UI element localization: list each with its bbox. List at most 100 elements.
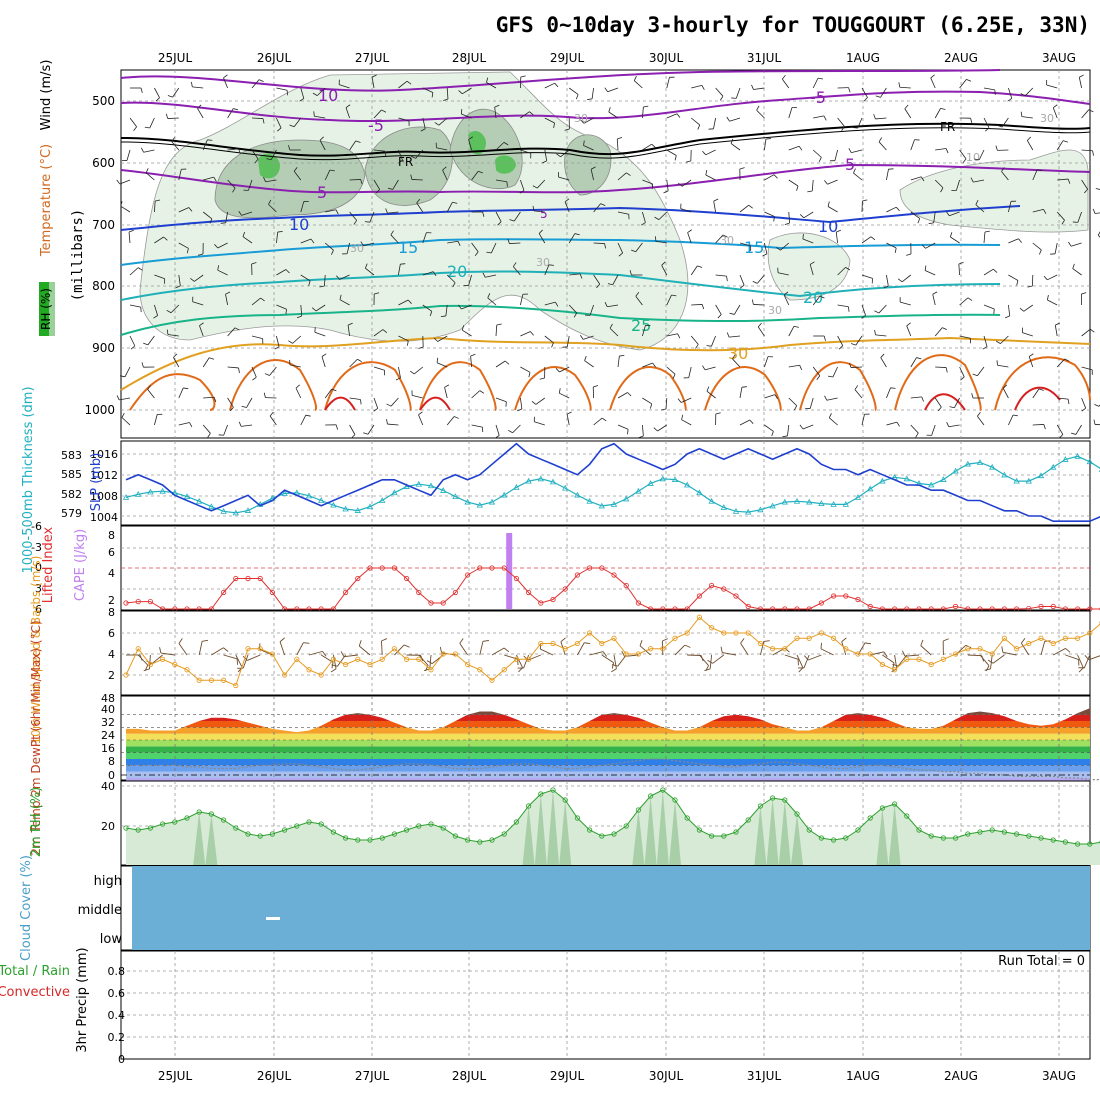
upper-wind-barb-flag	[542, 160, 547, 164]
wind-marker	[904, 656, 910, 662]
wind-marker	[965, 646, 971, 652]
date-label-top: 3AUG	[1042, 51, 1076, 65]
upper-wind-barb	[217, 242, 228, 249]
upper-wind-barb	[446, 87, 449, 100]
upper-wind-barb	[935, 148, 947, 151]
wind-marker	[733, 630, 739, 636]
upper-wind-barb	[983, 304, 995, 310]
upper-wind-barb	[538, 233, 546, 244]
li-marker	[708, 582, 715, 589]
upper-wind-barb-flag	[528, 372, 531, 378]
upper-wind-barb-flag	[429, 311, 433, 317]
upper-wind-barb-flag	[874, 329, 876, 335]
rh-marker	[123, 825, 129, 831]
dewpoint-line	[126, 758, 1100, 781]
upper-wind-barb-flag	[209, 357, 215, 360]
upper-wind-barb-flag	[171, 137, 175, 142]
isotherm-30	[120, 336, 1091, 391]
upper-wind-barb	[616, 138, 619, 151]
wind-marker	[1026, 640, 1032, 647]
upper-wind-barb	[1056, 211, 1065, 221]
thickness-marker	[830, 501, 837, 507]
wind-marker	[184, 667, 190, 673]
upper-wind-barb-flag	[1020, 111, 1023, 117]
upper-wind-barb-flag	[532, 185, 538, 189]
upper-wind-barb	[739, 387, 743, 399]
upper-wind-barb-flag	[701, 304, 705, 310]
left-tick-label: 579	[61, 507, 82, 520]
upper-wind-barb	[149, 117, 155, 129]
upper-wind-barb	[878, 304, 887, 314]
rh-marker	[904, 813, 910, 819]
li-marker	[428, 600, 434, 606]
upper-wind-barb	[251, 366, 257, 378]
upper-wind-barb	[665, 397, 668, 410]
upper-wind-barb	[398, 299, 409, 306]
upper-wind-barb-flag	[364, 263, 368, 269]
wind-barb	[137, 654, 149, 666]
wind-barb	[613, 654, 617, 669]
rh-marker	[1013, 831, 1020, 837]
upper-wind-barb	[121, 417, 131, 426]
upper-wind-barb	[194, 274, 204, 282]
upper-wind-barb	[1095, 212, 1100, 214]
upper-wind-barb-flag	[457, 241, 461, 246]
upper-wind-barb	[983, 117, 990, 128]
upper-wind-barb	[666, 333, 678, 337]
upper-wind-barb-flag	[863, 97, 868, 102]
upper-wind-barb-flag	[319, 136, 324, 141]
upper-wind-barb	[906, 325, 912, 337]
upper-wind-barb-flag	[357, 358, 362, 363]
upper-wind-barb-flag	[997, 124, 1003, 128]
upper-wind-barb	[512, 424, 521, 434]
isotherm-35	[704, 366, 782, 411]
upper-wind-barb	[733, 304, 741, 315]
upper-wind-barb	[954, 397, 960, 408]
upper-wind-barb	[495, 179, 507, 183]
upper-wind-barb	[265, 179, 277, 183]
wind-marker	[916, 656, 922, 662]
upper-wind-barb	[319, 140, 326, 151]
wind-barb-flag	[330, 668, 337, 673]
thickness-marker	[440, 487, 447, 493]
upper-wind-barb-flag	[663, 190, 669, 194]
upper-wind-barb-flag	[285, 309, 287, 315]
upper-wind-barb	[886, 421, 898, 426]
li-marker	[721, 586, 727, 592]
rh-marker	[501, 831, 507, 837]
upper-wind-barb-flag	[207, 139, 213, 141]
upper-wind-barb	[715, 304, 722, 315]
upper-wind-barb	[442, 169, 448, 181]
li-marker	[416, 589, 422, 596]
wind-barb	[759, 641, 765, 656]
lifted-index-line	[125, 567, 1100, 610]
upper-wind-barb-flag	[268, 199, 272, 205]
date-label-top: 2AUG	[944, 51, 978, 65]
wind-barb	[211, 647, 224, 656]
li-marker	[123, 600, 129, 606]
upper-wind-barb-flag	[319, 285, 325, 288]
isotherm-label: 30	[728, 344, 748, 363]
upper-wind-barb-flag	[197, 104, 202, 109]
upper-wind-barb-flag	[382, 329, 388, 333]
upper-wind-barb	[886, 242, 897, 249]
upper-wind-barb	[568, 304, 577, 314]
upper-wind-barb-flag	[238, 211, 242, 216]
upper-wind-barb-flag	[823, 335, 826, 341]
upper-wind-barb-flag	[508, 429, 513, 434]
date-label-top: 29JUL	[550, 51, 585, 65]
thickness-marker	[781, 498, 788, 505]
rh-contour-label: 30	[350, 242, 364, 255]
upper-wind-barb	[172, 87, 180, 98]
li-marker	[355, 575, 361, 582]
upper-wind-barb	[373, 179, 381, 190]
upper-wind-barb-flag	[590, 166, 596, 170]
upper-wind-barb	[642, 107, 644, 119]
rh-marker	[1075, 841, 1081, 847]
upper-wind-barb-flag	[312, 92, 318, 96]
wind-barb	[1002, 651, 1017, 656]
rh-marker	[245, 831, 251, 837]
rh-shade-light	[767, 232, 851, 301]
upper-wind-barb-flag	[629, 270, 632, 276]
cloud-row-label: low	[100, 932, 123, 947]
